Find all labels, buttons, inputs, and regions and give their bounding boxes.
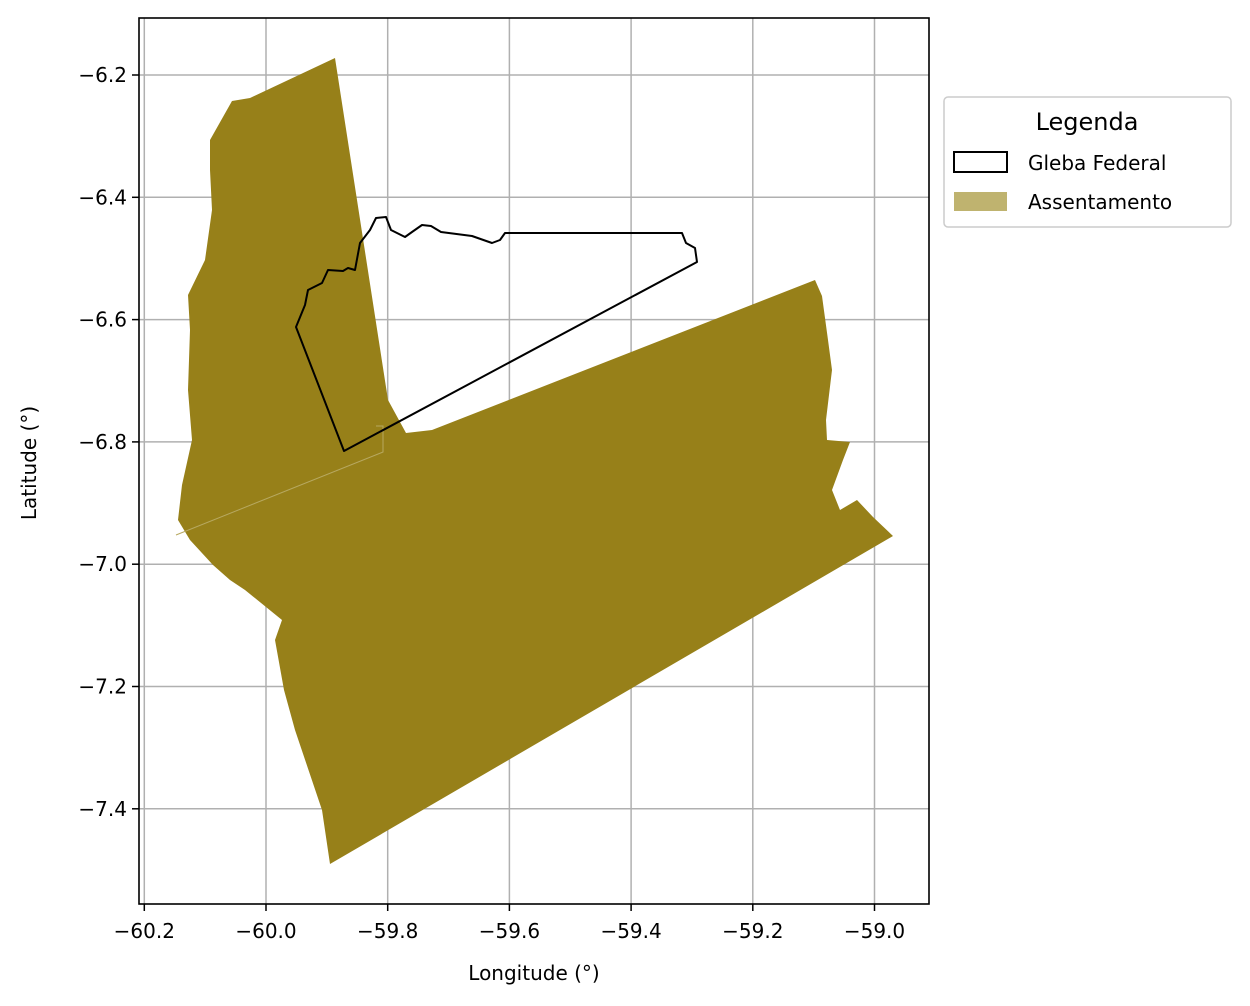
x-axis-title: Longitude (°) [468, 961, 599, 985]
legend-label-gleba: Gleba Federal [1028, 151, 1166, 175]
x-tick-label: −59.0 [844, 919, 905, 943]
legend-box [943, 96, 1232, 228]
y-tick-label: −6.2 [78, 63, 127, 87]
x-tick-label: −60.2 [114, 919, 175, 943]
y-tick-label: −7.0 [78, 552, 127, 576]
x-tick-label: −59.2 [722, 919, 783, 943]
x-tick-label: −60.0 [235, 919, 296, 943]
y-tick-label: −6.6 [78, 308, 127, 332]
plot-area [139, 18, 929, 904]
y-axis-title: Latitude (°) [17, 406, 41, 520]
x-tick-label: −59.6 [479, 919, 540, 943]
y-tick-label: −6.4 [78, 185, 127, 209]
legend-label-assentamento: Assentamento [1028, 190, 1172, 214]
axes-frame [138, 17, 930, 905]
legend-title: Legenda [1036, 108, 1139, 136]
x-tick-label: −59.4 [600, 919, 661, 943]
legend-swatch-assentamento [954, 192, 1007, 211]
y-tick-label: −7.4 [78, 797, 127, 821]
y-tick-label: −7.2 [78, 675, 127, 699]
y-axis-ticks: −6.2 −6.4 −6.6 −6.8 −7.0 −7.2 −7.4 [78, 63, 139, 821]
x-tick-label: −59.8 [357, 919, 418, 943]
gleba-federal-outline [295, 216, 698, 452]
x-axis-ticks: −60.2 −60.0 −59.8 −59.6 −59.4 −59.2 −59.0 [114, 904, 905, 943]
legend: Legenda Gleba Federal Assentamento [943, 96, 1232, 228]
legend-swatch-gleba [953, 151, 1008, 173]
y-tick-label: −6.8 [78, 430, 127, 454]
assentamento-seam [175, 425, 384, 536]
